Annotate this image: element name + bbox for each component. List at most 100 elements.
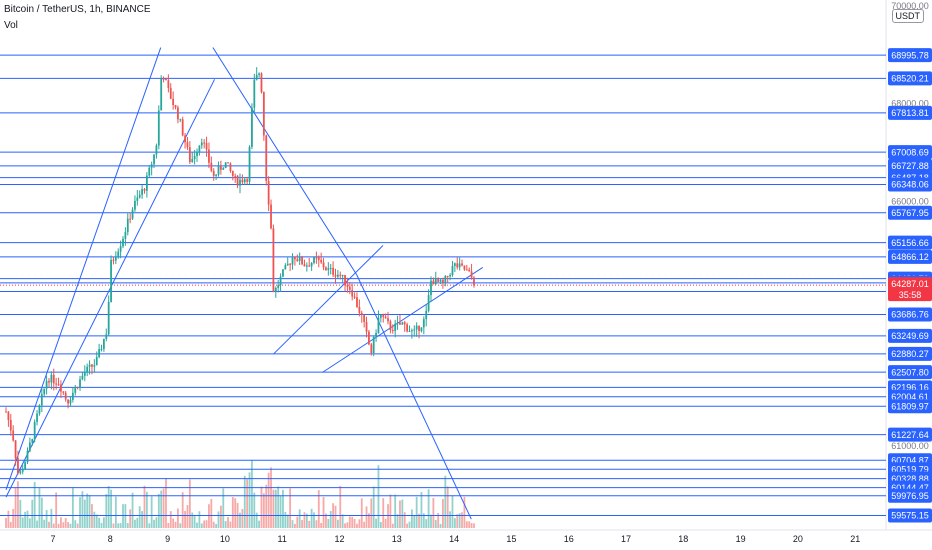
volume-bar [5, 518, 7, 528]
volume-bar [360, 498, 363, 528]
time-axis: 7 8 9 10 11 12 13 14 15 16 17 18 19 20 21 [50, 534, 860, 544]
candle-body [415, 325, 418, 330]
volume-bar [179, 523, 182, 528]
candle-body [21, 469, 24, 472]
volume-bar [282, 489, 284, 528]
candle-body [358, 306, 361, 313]
trendline[interactable] [356, 274, 472, 520]
volume-bar [174, 521, 177, 528]
volume-bar [255, 512, 258, 528]
candle-body [119, 246, 122, 252]
candle-body [394, 323, 397, 331]
volume-bar [348, 516, 351, 528]
volume-bar [356, 523, 358, 528]
volume-bar [145, 491, 148, 528]
volume-bar [26, 510, 29, 528]
level-price-tag [888, 71, 932, 86]
volume-bar [368, 513, 370, 528]
candle-body [341, 275, 344, 277]
candle-body [437, 278, 440, 282]
candle-body [71, 392, 74, 400]
candle-body [81, 375, 84, 380]
candle-body [284, 265, 287, 270]
volume-bar [31, 499, 34, 528]
volume-bar [418, 513, 420, 528]
candle-body [7, 411, 10, 421]
volume-bar [114, 496, 117, 528]
volume-bar [36, 520, 38, 528]
volume-bar [239, 512, 241, 528]
candle-body [95, 357, 98, 366]
current-price-label: 64287.01 [891, 279, 929, 289]
volume-bar [437, 513, 440, 528]
volume-bar [279, 495, 282, 528]
candle-body [456, 263, 459, 268]
volume-bar [434, 520, 437, 528]
level-price-label: 61227.64 [891, 430, 929, 440]
candle-body [9, 420, 12, 431]
volume-bar [148, 523, 151, 528]
time-tick-label: 16 [564, 534, 574, 544]
volume-bar [294, 523, 296, 528]
volume-bar [444, 475, 447, 528]
candle-body [320, 259, 323, 263]
volume-bar [396, 514, 399, 528]
volume-bar [468, 521, 471, 528]
level-price-tag [888, 508, 932, 523]
candle-body [215, 174, 218, 176]
candle-body [265, 135, 268, 181]
level-price-tag [888, 346, 932, 361]
trendline[interactable] [322, 267, 484, 373]
volume-bar [465, 521, 468, 528]
candle-body [136, 197, 139, 201]
trendline[interactable] [273, 245, 384, 355]
time-tick-label: 8 [108, 534, 113, 544]
trendline[interactable] [212, 47, 358, 276]
volume-bar [157, 493, 160, 528]
price-grid-label: 61000.00 [891, 441, 929, 451]
candle-body [317, 257, 320, 260]
volume-bar [439, 523, 442, 528]
volume-bar [463, 496, 466, 528]
candle-body [14, 440, 17, 459]
candle-body [301, 256, 303, 265]
volume-bar [422, 513, 425, 528]
volume-bar [262, 493, 265, 528]
volume-bar [325, 513, 327, 528]
volume-bar [153, 519, 155, 528]
candle-body [360, 312, 363, 316]
volume-bar [241, 509, 244, 528]
candle-body [451, 265, 454, 275]
volume-bar [219, 505, 222, 528]
current-price-countdown: 35:58 [899, 290, 922, 300]
candle-body [274, 287, 277, 292]
volume-bar [430, 514, 432, 528]
currency-button[interactable]: USDT [891, 9, 924, 23]
level-price-label: 63249.69 [891, 331, 929, 341]
candle-body [458, 263, 461, 268]
volume-bar [403, 512, 406, 528]
candle-body [453, 263, 456, 266]
volume-bar [191, 512, 194, 528]
volume-bar [327, 518, 330, 528]
price-grid-label: 66000.00 [891, 196, 929, 206]
volume-bar [124, 504, 127, 528]
candles [5, 67, 475, 475]
candle-body [26, 451, 29, 463]
volume-indicator-label[interactable]: Vol [4, 20, 18, 31]
level-price-tag [888, 205, 932, 220]
volume-bar [9, 521, 12, 528]
candle-body [384, 316, 387, 319]
volume-bar [315, 520, 318, 528]
trendline[interactable] [5, 47, 162, 490]
candle-body [210, 162, 213, 171]
volume-bar [224, 521, 227, 528]
volume-bar [57, 523, 60, 528]
level-price-label: 65156.66 [891, 238, 929, 248]
volume-bar [341, 514, 344, 528]
candle-body [52, 374, 55, 384]
volume-bar [167, 523, 170, 528]
symbol-title[interactable]: Bitcoin / TetherUS, 1h, BINANCE [4, 4, 151, 15]
